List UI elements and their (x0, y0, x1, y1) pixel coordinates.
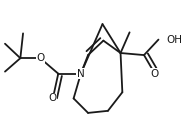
Text: O: O (49, 93, 57, 103)
Text: O: O (151, 69, 159, 79)
Text: OH: OH (167, 35, 183, 45)
Text: O: O (36, 53, 44, 63)
Text: N: N (77, 69, 85, 79)
